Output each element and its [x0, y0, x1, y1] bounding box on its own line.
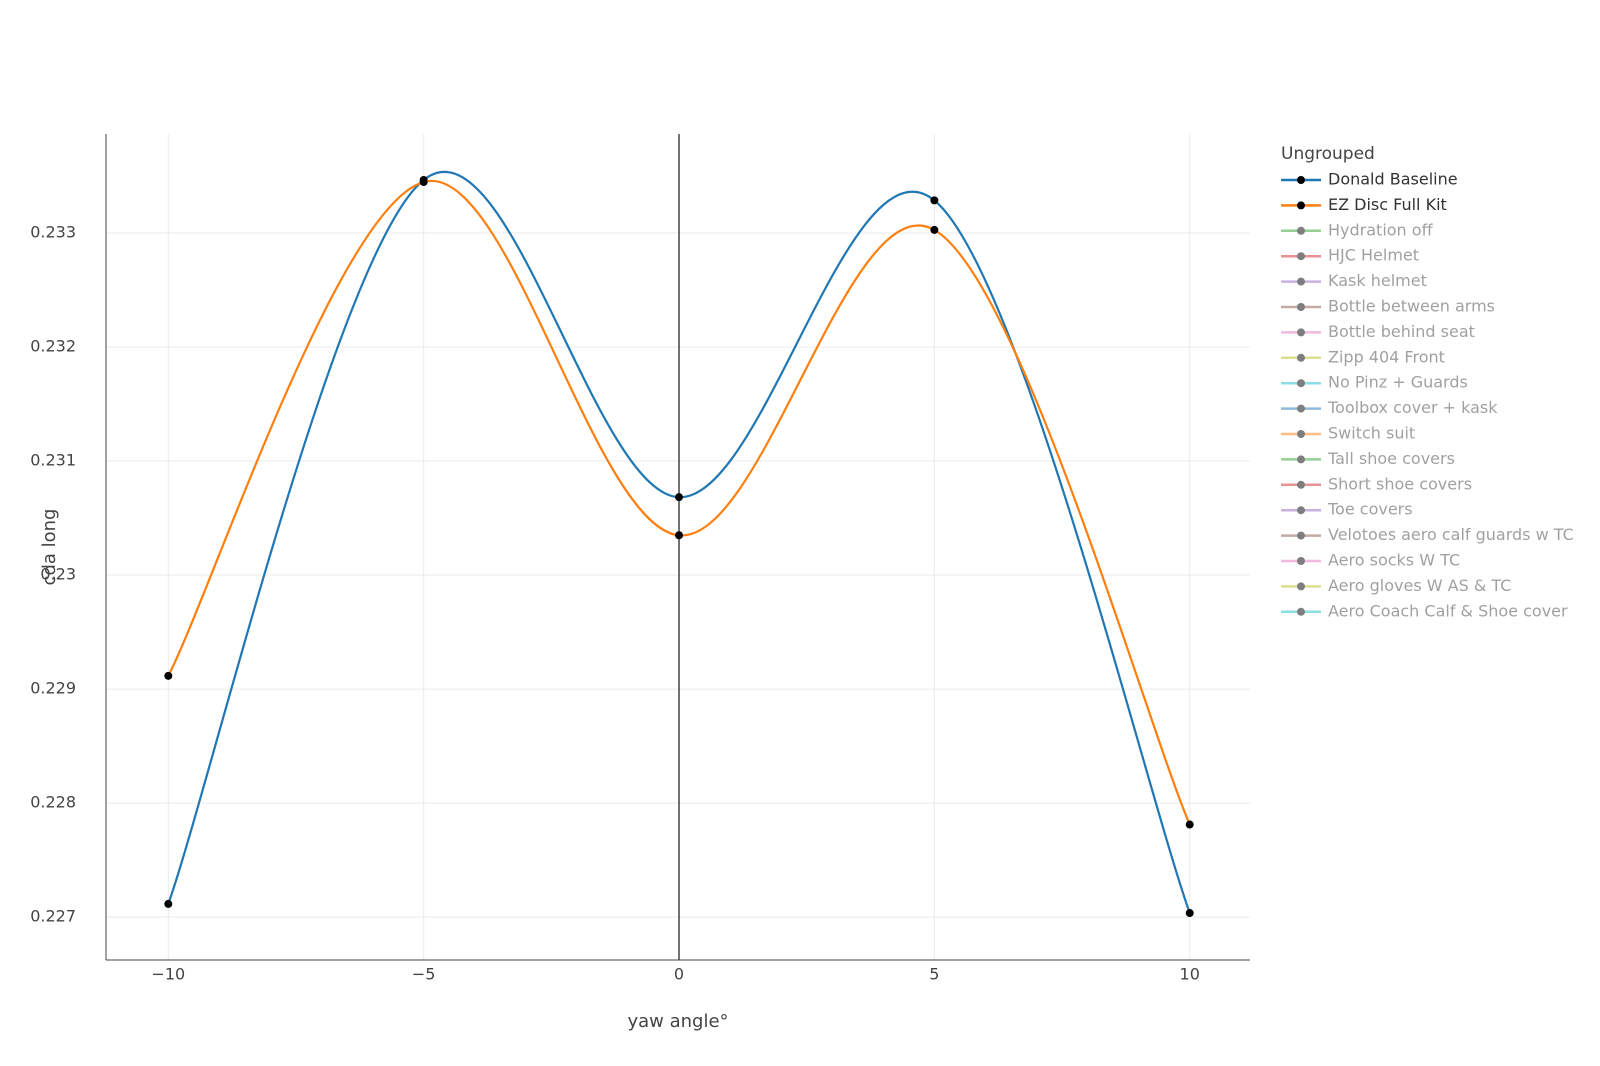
legend-marker — [1297, 506, 1305, 515]
legend-entry[interactable]: Toolbox cover + kask — [1281, 398, 1498, 417]
data-point — [164, 899, 173, 908]
legend-entry[interactable]: Aero socks W TC — [1281, 551, 1460, 570]
legend-label: Bottle behind seat — [1328, 322, 1475, 341]
legend-marker — [1297, 430, 1305, 438]
legend-entry[interactable]: Donald Baseline — [1281, 170, 1458, 189]
legend-label: HJC Helmet — [1328, 246, 1419, 265]
legend-entry[interactable]: Kask helmet — [1281, 271, 1427, 290]
legend-label: Hydration off — [1328, 220, 1434, 239]
legend-entry[interactable]: Bottle between arms — [1281, 297, 1495, 316]
legend-label: Velotoes aero calf guards w TC — [1328, 525, 1574, 544]
legend-title: Ungrouped — [1281, 144, 1375, 164]
legend-marker — [1297, 480, 1305, 489]
legend-label: Bottle between arms — [1328, 297, 1495, 316]
legend-label: No Pinz + Guards — [1328, 373, 1468, 392]
legend-label: Kask helmet — [1328, 271, 1427, 290]
legend-label: Donald Baseline — [1328, 170, 1458, 189]
data-point — [1185, 909, 1194, 918]
x-axis-title: yaw angle° — [627, 1011, 728, 1032]
legend-entry[interactable]: Bottle behind seat — [1281, 322, 1475, 341]
legend-entry[interactable]: EZ Disc Full Kit — [1281, 195, 1447, 214]
legend-entry[interactable]: Tall shoe covers — [1281, 449, 1455, 468]
y-tick-label: 0.229 — [30, 679, 76, 698]
legend-entry[interactable]: Toe covers — [1281, 500, 1413, 519]
x-tick-label: 5 — [929, 965, 939, 984]
legend-label: Switch suit — [1328, 424, 1415, 443]
legend-marker — [1297, 353, 1305, 362]
legend-label: Toe covers — [1327, 500, 1413, 519]
y-tick-label: 0.227 — [30, 907, 76, 926]
y-tick-label: 0.233 — [30, 222, 76, 241]
legend-entry[interactable]: No Pinz + Guards — [1281, 373, 1468, 392]
data-point — [164, 671, 173, 680]
legend-marker — [1297, 201, 1305, 210]
data-point — [1185, 820, 1194, 829]
y-tick-label: 0.232 — [30, 336, 76, 355]
x-tick-label: 0 — [674, 965, 684, 984]
y-tick-label: 0.231 — [30, 451, 76, 470]
data-point — [930, 225, 939, 234]
x-tick-label: −10 — [151, 965, 185, 984]
legend-marker — [1297, 404, 1305, 413]
legend-marker — [1297, 252, 1305, 261]
y-tick-label: 0.23 — [40, 565, 76, 584]
y-axis-title: cda long — [39, 509, 60, 586]
legend-label: Tall shoe covers — [1327, 449, 1455, 468]
legend-marker — [1297, 277, 1305, 286]
x-tick-label: 10 — [1180, 965, 1200, 984]
legend-marker — [1297, 531, 1305, 540]
legend-marker — [1297, 328, 1305, 337]
data-point — [675, 493, 684, 502]
legend-entry[interactable]: HJC Helmet — [1281, 246, 1419, 265]
legend-marker — [1297, 176, 1305, 184]
data-point — [419, 178, 428, 187]
legend-label: Zipp 404 Front — [1328, 347, 1445, 366]
x-tick-label: −5 — [412, 965, 436, 984]
legend-marker — [1297, 303, 1305, 311]
data-point — [675, 531, 684, 540]
legend-marker — [1297, 379, 1305, 388]
legend-marker — [1297, 582, 1305, 591]
legend-label: Short shoe covers — [1328, 474, 1472, 493]
legend-marker — [1297, 226, 1305, 235]
legend-label: Toolbox cover + kask — [1327, 398, 1498, 417]
y-tick-label: 0.228 — [30, 793, 76, 812]
legend-label: Aero Coach Calf & Shoe cover — [1328, 601, 1568, 620]
legend-entry[interactable]: Velotoes aero calf guards w TC — [1281, 525, 1574, 544]
legend-marker — [1297, 557, 1305, 565]
legend-label: Aero gloves W AS & TC — [1328, 576, 1511, 595]
legend-marker — [1297, 455, 1305, 464]
legend-label: EZ Disc Full Kit — [1328, 195, 1447, 214]
legend-entry[interactable]: Aero Coach Calf & Shoe cover — [1281, 601, 1568, 620]
legend-marker — [1297, 607, 1305, 616]
legend-entry[interactable]: Switch suit — [1281, 424, 1415, 443]
legend-label: Aero socks W TC — [1328, 551, 1460, 570]
legend-entry[interactable]: Hydration off — [1281, 220, 1434, 239]
legend-entry[interactable]: Zipp 404 Front — [1281, 347, 1445, 366]
legend-entry[interactable]: Aero gloves W AS & TC — [1281, 576, 1511, 595]
data-point — [930, 196, 939, 205]
legend-entry[interactable]: Short shoe covers — [1281, 474, 1472, 493]
